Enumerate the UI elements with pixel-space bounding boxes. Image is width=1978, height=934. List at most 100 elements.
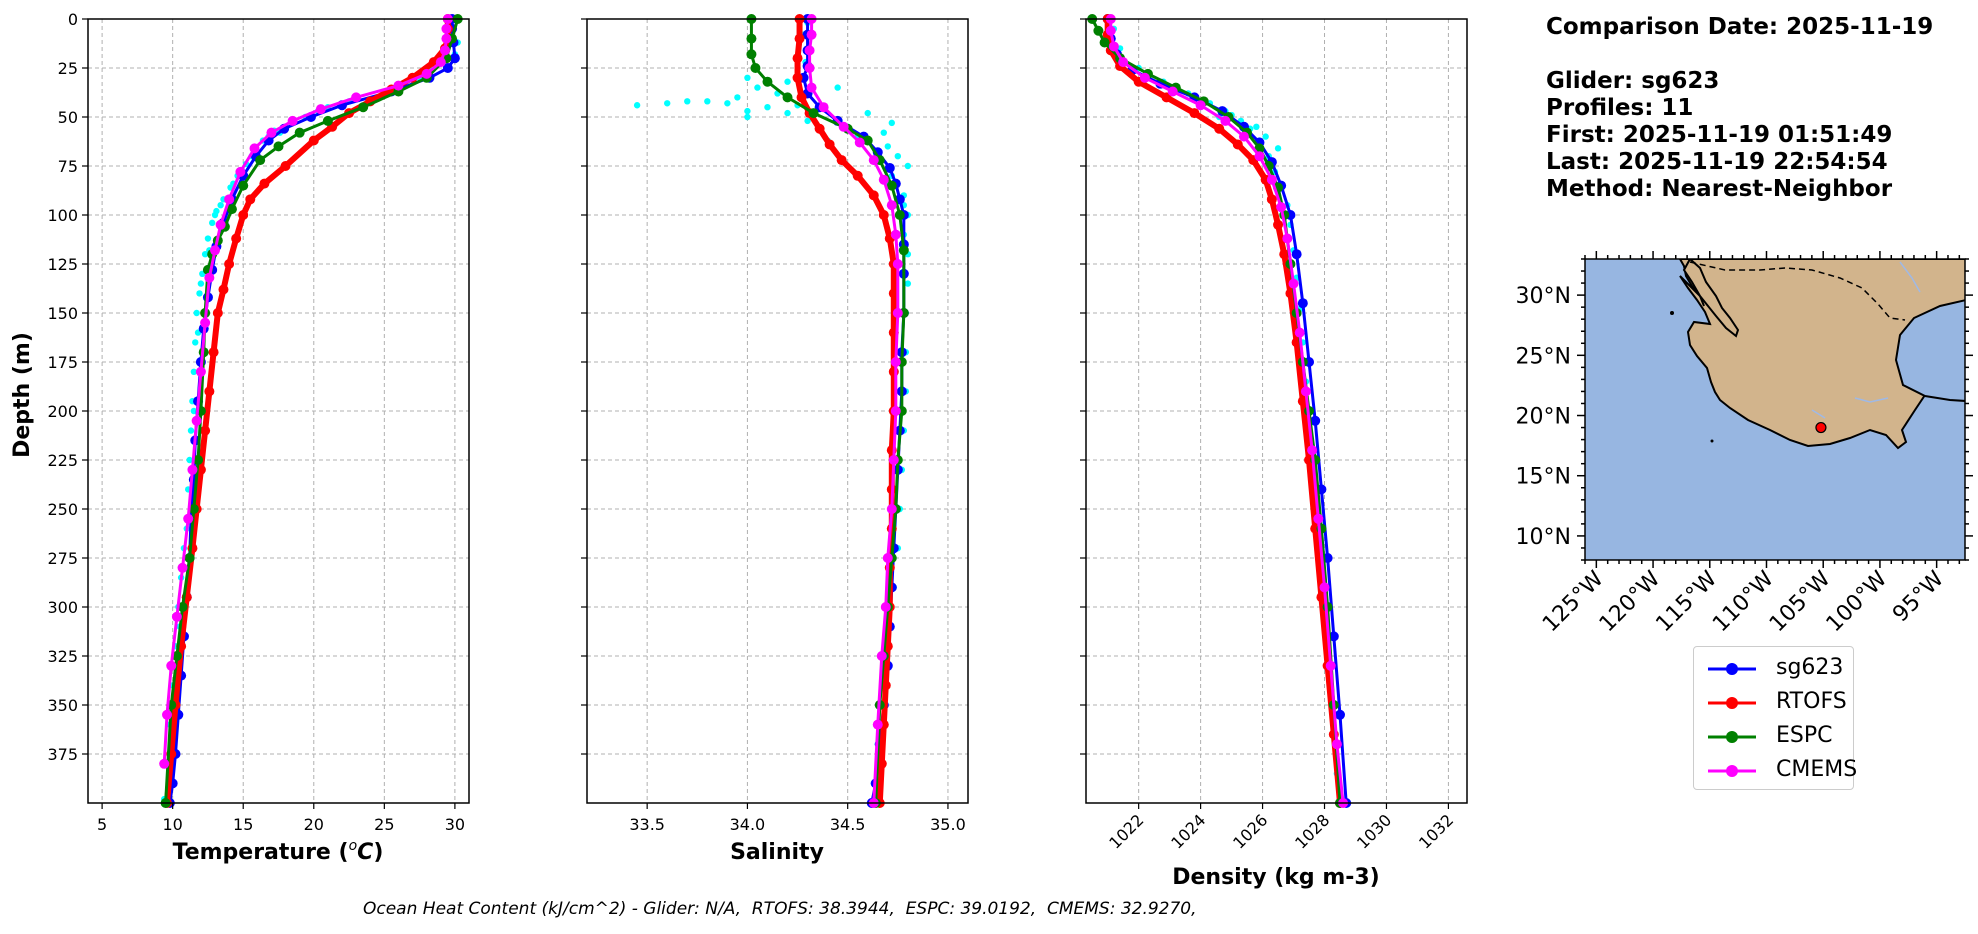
temperature-series-cmems-point — [210, 245, 220, 256]
density-series-cmems-point — [1139, 72, 1150, 83]
salinity-scatter-point — [804, 117, 811, 125]
density-series-cmems — [1109, 19, 1345, 804]
temperature-series-cmems-point — [440, 45, 451, 56]
salinity-series-cmems-point — [892, 308, 903, 318]
temperature-scatter-point — [196, 290, 203, 297]
temperature-xtick-label: 10 — [162, 815, 182, 834]
salinity-scatter-point — [888, 119, 895, 127]
legend-item-cmems: CMEMS — [1704, 755, 1857, 785]
temperature-profile-panel: 5 10 15 20 25 3002550751001251501752002252502… — [47, 10, 470, 834]
salinity-series-rtofs-point — [868, 190, 879, 201]
temperature-series-cmems-point — [249, 143, 260, 154]
density-series-cmems-point — [1220, 115, 1231, 126]
temperature-series-rtofs-point — [200, 425, 211, 436]
density-series-cmems-point — [1294, 327, 1305, 338]
legend-item-rtofs: RTOFS — [1704, 687, 1849, 717]
density-scatter-point — [1274, 145, 1282, 152]
temperature-series-rtofs-point — [259, 178, 270, 189]
temperature-series-rtofs-point — [280, 161, 291, 171]
density-series-rtofs-point — [1232, 139, 1243, 150]
salinity-scatter-point — [724, 100, 731, 107]
temperature-xtick-label: 20 — [304, 815, 324, 834]
density-series-sg623-point — [1297, 298, 1308, 309]
temperature-ytick-label: 175 — [47, 353, 78, 372]
temperature-series-sg623-point — [442, 63, 453, 73]
density-series-rtofs-point — [1189, 108, 1200, 119]
density-series-cmems-point — [1325, 660, 1336, 671]
salinity-series-rtofs-point — [888, 288, 899, 299]
depth-ylabel: Depth (m) — [10, 332, 35, 458]
salinity-scatter-point — [784, 78, 791, 85]
legend-label-cmems: CMEMS — [1776, 757, 1858, 782]
density-series-cmems-point — [1307, 445, 1318, 456]
temperature-series-espc-point — [171, 651, 182, 661]
salinity-series-cmems-point — [890, 229, 901, 240]
temperature-ytick-label: 200 — [47, 402, 78, 421]
temperature-series-espc-point — [188, 504, 199, 514]
map-lat-label: 25°N — [1516, 344, 1571, 369]
comparison-date: Comparison Date: 2025-11-19 — [1546, 14, 1934, 40]
density-series-rtofs-point — [1266, 194, 1277, 205]
map-lon-label: 110°W — [1708, 566, 1779, 637]
profile-count: Profiles: 11 — [1546, 95, 1694, 121]
temperature-ytick-label: 350 — [47, 696, 78, 715]
temperature-ytick-label: 25 — [58, 59, 78, 78]
temperature-series-cmems-point — [351, 92, 362, 103]
temperature-series-cmems-point — [200, 317, 211, 328]
density-series-cmems-point — [1238, 131, 1249, 142]
temperature-series-cmems-point — [235, 166, 246, 177]
density-series-rtofs-point — [1279, 249, 1290, 260]
density-xtick-label: 1026 — [1229, 810, 1271, 852]
salinity-series-cmems-point — [838, 121, 849, 132]
salinity-xtick-label: 35.0 — [930, 815, 966, 834]
salinity-series-espc-point — [746, 49, 757, 60]
temperature-series-espc-point — [358, 102, 369, 113]
density-series-espc-point — [1099, 37, 1110, 48]
legend-marker-cmems — [1708, 765, 1756, 777]
legend-marker-rtofs — [1708, 697, 1756, 709]
salinity-series-cmems-point — [888, 455, 899, 465]
temperature-series-rtofs-point — [238, 210, 249, 220]
temperature-series-cmems-point — [166, 660, 177, 671]
salinity-series-espc-point — [808, 108, 819, 119]
salinity-series-espc-point — [782, 92, 793, 103]
map-small-island — [1670, 311, 1674, 315]
density-series-cmems-point — [1319, 582, 1330, 593]
salinity-scatter-point — [784, 109, 791, 117]
temperature-series-cmems-point — [441, 23, 452, 34]
legend-label-espc: ESPC — [1776, 723, 1833, 748]
salinity-series-rtofs-point — [878, 210, 889, 220]
salinity-series-espc-point — [746, 33, 757, 44]
salinity-series-espc-point — [862, 135, 873, 146]
temperature-series-cmems-point — [177, 562, 188, 573]
legend-label-sg623: sg623 — [1776, 655, 1844, 680]
density-series-cmems-point — [1254, 151, 1265, 162]
map-lat-label: 20°N — [1516, 405, 1571, 430]
salinity-series-espc-point — [894, 210, 905, 220]
temperature-series-sg623-point — [449, 53, 460, 64]
map-lon-label: 95°W — [1888, 566, 1949, 627]
salinity-xtick-label: 34.0 — [730, 815, 766, 834]
salinity-series-cmems-point — [818, 102, 829, 113]
temperature-series-espc-point — [193, 455, 204, 465]
legend-item-sg623: sg623 — [1704, 653, 1849, 683]
temperature-series-espc-point — [226, 204, 237, 215]
density-series-rtofs-point — [1214, 123, 1225, 134]
salinity-series-espc-point — [898, 245, 909, 256]
density-series-cmems-point — [1276, 202, 1287, 213]
temperature-series-cmems-point — [266, 127, 277, 138]
density-series-sg623-point — [1335, 709, 1345, 720]
salinity-scatter-point — [864, 109, 871, 117]
temperature-xtick-label: 25 — [374, 815, 394, 834]
map-lon-label: 115°W — [1651, 566, 1722, 637]
comparison-info: Comparison Date: 2025-11-19 Glider: sg623… — [1546, 14, 1933, 203]
salinity-xlabel: Salinity — [730, 840, 824, 865]
temperature-ytick-label: 275 — [47, 549, 78, 568]
temperature-scatter-point — [201, 251, 209, 258]
legend-marker-sg623 — [1708, 663, 1756, 675]
temperature-series-rtofs-point — [218, 284, 229, 295]
temperature-series-rtofs-point — [231, 233, 242, 244]
salinity-series-cmems-point — [890, 357, 901, 367]
salinity-series-cmems-point — [892, 259, 903, 269]
legend: sg623 RTOFS ESPC CMEMS — [1693, 646, 1857, 790]
